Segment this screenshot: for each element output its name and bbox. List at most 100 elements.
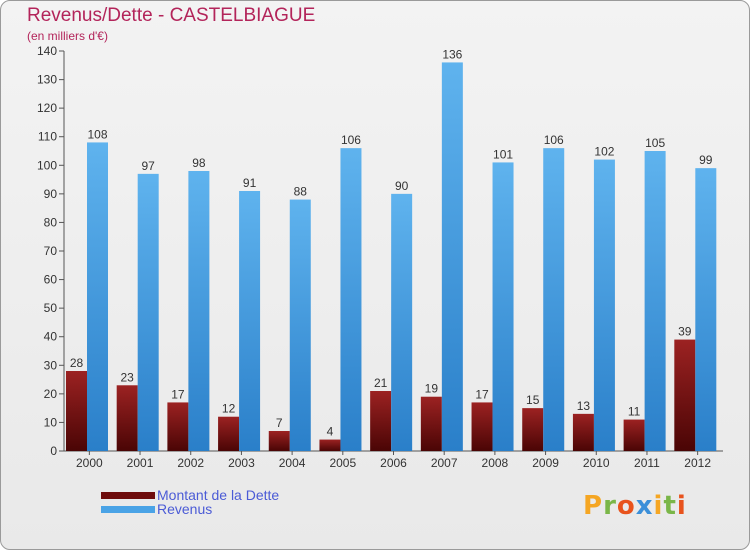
bar-revenus (543, 148, 565, 451)
y-tick-label: 40 (44, 330, 58, 344)
logo-letter: i (676, 491, 687, 521)
data-labels: 28 108 23 97 17 98 12 91 7 88 4 106 21 90 19 136 17 101 15… (70, 47, 713, 438)
x-tick-label: 2011 (634, 456, 660, 470)
bar-debt (522, 408, 544, 451)
y-tick-label: 30 (44, 358, 58, 372)
data-label-revenus: 136 (442, 47, 462, 61)
data-label-debt: 39 (678, 325, 692, 339)
y-tick-label: 80 (44, 215, 58, 229)
x-tick-label: 2009 (532, 456, 559, 470)
bar-revenus (289, 199, 311, 451)
bar-revenus (188, 171, 210, 451)
bar-debt (319, 439, 341, 451)
bar-revenus (239, 191, 261, 451)
x-tick-label: 2012 (684, 456, 711, 470)
y-tick-label: 140 (37, 44, 57, 58)
data-label-revenus: 98 (192, 156, 206, 170)
proxiti-logo: Proxiti (583, 491, 687, 521)
data-label-revenus: 97 (142, 159, 156, 173)
y-tick-label: 20 (44, 387, 58, 401)
legend-swatch-debt (101, 491, 155, 499)
y-tick-label: 100 (37, 158, 57, 172)
y-tick-label: 10 (44, 415, 58, 429)
y-tick-label: 60 (44, 273, 58, 287)
legend-item-debt: Montant de la Dette (101, 487, 279, 503)
logo-letter: x (635, 491, 654, 521)
data-label-debt: 17 (171, 387, 185, 401)
bar-debt (674, 339, 696, 451)
logo-letter: t (663, 491, 677, 521)
bar-revenus (137, 173, 159, 451)
legend-swatch-revenus (101, 505, 155, 513)
bar-debt (370, 391, 392, 451)
chart-subtitle: (en milliers d'€) (27, 29, 108, 43)
logo-letter: P (583, 491, 604, 521)
bars (66, 62, 717, 452)
bar-revenus (695, 168, 717, 451)
data-label-debt: 15 (526, 393, 540, 407)
data-label-debt: 17 (475, 387, 489, 401)
data-label-revenus: 108 (87, 127, 107, 141)
data-label-revenus: 106 (544, 133, 564, 147)
data-label-revenus: 105 (645, 136, 665, 150)
y-tick-label: 50 (44, 301, 58, 315)
data-label-revenus: 101 (493, 147, 513, 161)
bar-debt (268, 431, 290, 451)
bar-debt (420, 396, 442, 451)
data-label-revenus: 90 (395, 179, 409, 193)
bar-debt (116, 385, 138, 451)
data-label-revenus: 106 (341, 133, 361, 147)
x-tick-label: 2003 (228, 456, 255, 470)
legend-label-revenus: Revenus (157, 501, 213, 517)
y-tick-label: 120 (37, 101, 57, 115)
data-label-revenus: 91 (243, 176, 257, 190)
x-tick-label: 2008 (482, 456, 509, 470)
data-label-revenus: 102 (594, 145, 614, 159)
legend-label-debt: Montant de la Dette (157, 487, 280, 503)
data-label-debt: 13 (577, 399, 591, 413)
chart-title: Revenus/Dette - CASTELBIAGUE (27, 5, 316, 26)
x-tick-label: 2005 (329, 456, 356, 470)
bar-revenus (644, 151, 666, 451)
y-tick-label: 110 (38, 130, 57, 144)
bar-debt (167, 402, 189, 451)
y-tick-label: 70 (44, 244, 58, 258)
data-label-revenus: 99 (699, 153, 713, 167)
legend-item-revenus: Revenus (101, 501, 212, 517)
bar-revenus (340, 148, 362, 451)
data-label-debt: 7 (276, 416, 283, 430)
y-tick-label: 0 (50, 444, 57, 458)
x-tick-label: 2004 (279, 456, 306, 470)
data-label-debt: 12 (222, 402, 236, 416)
x-tick-label: 2010 (583, 456, 610, 470)
x-tick-label: 2007 (431, 456, 458, 470)
bar-revenus (593, 159, 615, 452)
bar-revenus (87, 142, 108, 451)
bar-debt (218, 416, 240, 451)
data-label-debt: 19 (425, 382, 439, 396)
logo-letter: r (603, 491, 617, 521)
bar-debt (471, 402, 493, 451)
logo-letter: i (653, 491, 664, 521)
y-tick-label: 130 (37, 73, 57, 87)
x-tick-label: 2002 (177, 456, 204, 470)
data-label-debt: 11 (628, 405, 641, 419)
bar-debt (66, 371, 87, 451)
data-label-revenus: 88 (294, 185, 308, 199)
logo-letter: o (616, 491, 636, 521)
data-label-debt: 23 (121, 370, 135, 384)
bar-debt (572, 413, 594, 451)
y-tick-label: 90 (44, 187, 58, 201)
data-label-debt: 28 (70, 356, 84, 370)
bar-revenus (391, 193, 413, 451)
bar-revenus (441, 62, 463, 452)
bar-revenus (492, 162, 514, 451)
data-label-debt: 21 (374, 376, 388, 390)
bar-debt (623, 419, 645, 451)
x-tick-label: 2006 (380, 456, 407, 470)
x-tick-label: 2001 (127, 456, 154, 470)
data-label-debt: 4 (327, 425, 334, 439)
x-tick-label: 2000 (76, 456, 103, 470)
